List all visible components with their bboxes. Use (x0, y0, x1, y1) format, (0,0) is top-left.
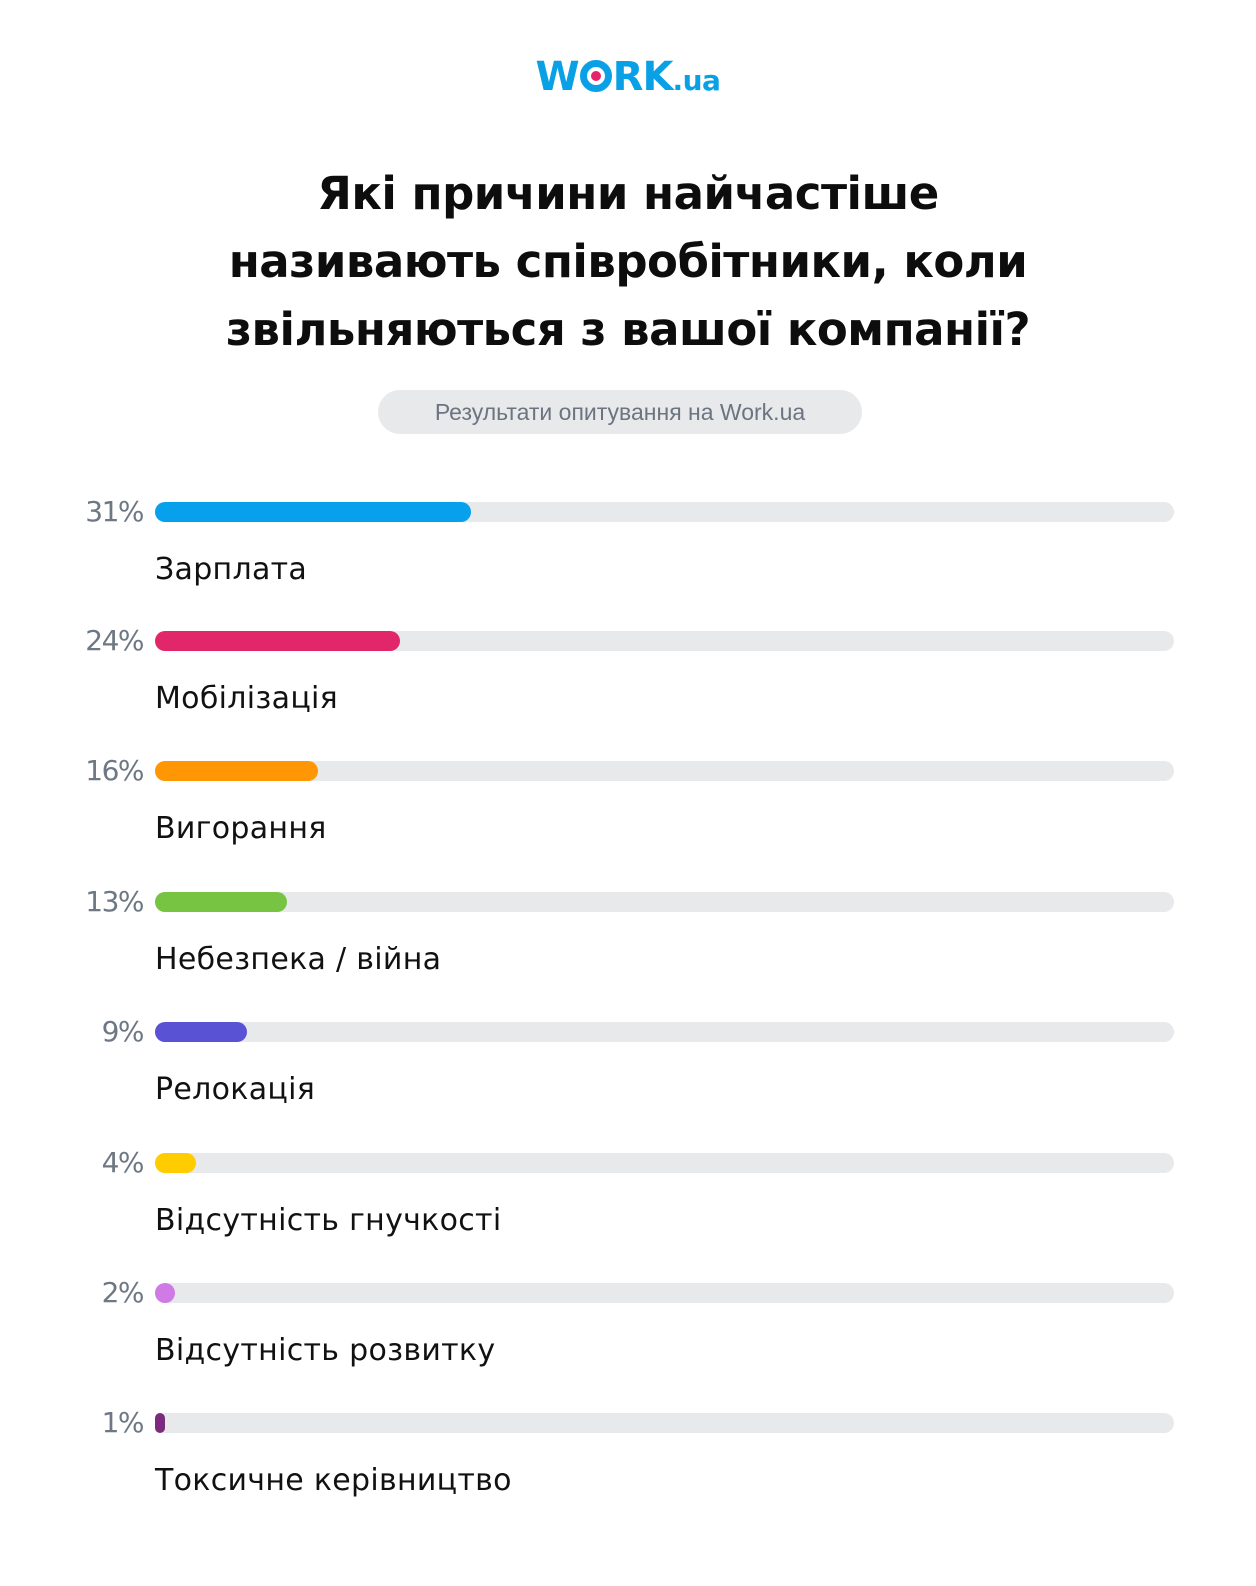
bar-track (155, 1153, 1174, 1173)
bar-track (155, 1283, 1174, 1303)
bar-row-toxic-management: 1% Токсичне керівництво (0, 1407, 1256, 1533)
bar-fill (155, 502, 471, 522)
bar-row-no-development: 2% Відсутність розвитку (0, 1277, 1256, 1403)
logo-target-icon (579, 60, 612, 92)
bar-category-label: Відсутність гнучкості (155, 1203, 502, 1238)
bar-fill (155, 1413, 165, 1433)
bar-value-label: 13% (85, 885, 144, 918)
bar-fill (155, 892, 287, 912)
survey-source-badge: Результати опитування на Work.ua (378, 390, 862, 434)
bar-row-no-flexibility: 4% Відсутність гнучкості (0, 1147, 1256, 1273)
bar-fill (155, 631, 400, 651)
bar-category-label: Токсичне керівництво (155, 1463, 512, 1498)
bar-value-label: 24% (85, 624, 144, 657)
bar-value-label: 31% (85, 495, 144, 528)
bar-track (155, 502, 1174, 522)
logo-text-w: W (535, 54, 580, 100)
logo-text-rk: RK (612, 54, 674, 100)
title-line-2: називають співробітники, коли (228, 235, 1028, 288)
title-line-3: звільняються з вашої компанії? (225, 303, 1031, 356)
bar-category-label: Мобілізація (155, 681, 339, 716)
bar-category-label: Небезпека / війна (155, 942, 442, 977)
bar-value-label: 16% (85, 754, 144, 787)
bar-category-label: Зарплата (155, 552, 308, 587)
bar-fill (155, 1153, 196, 1173)
chart-title: Які причини найчастіше називають співроб… (100, 160, 1156, 364)
bar-value-label: 1% (101, 1406, 145, 1439)
bar-row-burnout: 16% Вигорання (0, 755, 1256, 881)
title-line-1: Які причини найчастіше (317, 167, 939, 220)
bar-fill (155, 761, 318, 781)
bar-row-mobilization: 24% Мобілізація (0, 625, 1256, 751)
bar-row-relocation: 9% Релокація (0, 1016, 1256, 1142)
bar-value-label: 9% (101, 1015, 145, 1048)
bar-track (155, 892, 1174, 912)
bar-track (155, 1022, 1174, 1042)
bar-track (155, 761, 1174, 781)
bar-row-danger-war: 13% Небезпека / війна (0, 886, 1256, 1012)
logo-suffix: .ua (672, 64, 721, 97)
bar-track (155, 631, 1174, 651)
bar-value-label: 2% (101, 1276, 145, 1309)
bar-row-salary: 31% Зарплата (0, 496, 1256, 622)
bar-category-label: Вигорання (155, 811, 327, 846)
bar-category-label: Відсутність розвитку (155, 1333, 496, 1368)
bar-value-label: 4% (101, 1146, 145, 1179)
bar-fill (155, 1022, 247, 1042)
bar-track (155, 1413, 1174, 1433)
bar-category-label: Релокація (155, 1072, 316, 1107)
work-ua-logo: W RK.ua (0, 52, 1256, 102)
bar-fill (155, 1283, 175, 1303)
